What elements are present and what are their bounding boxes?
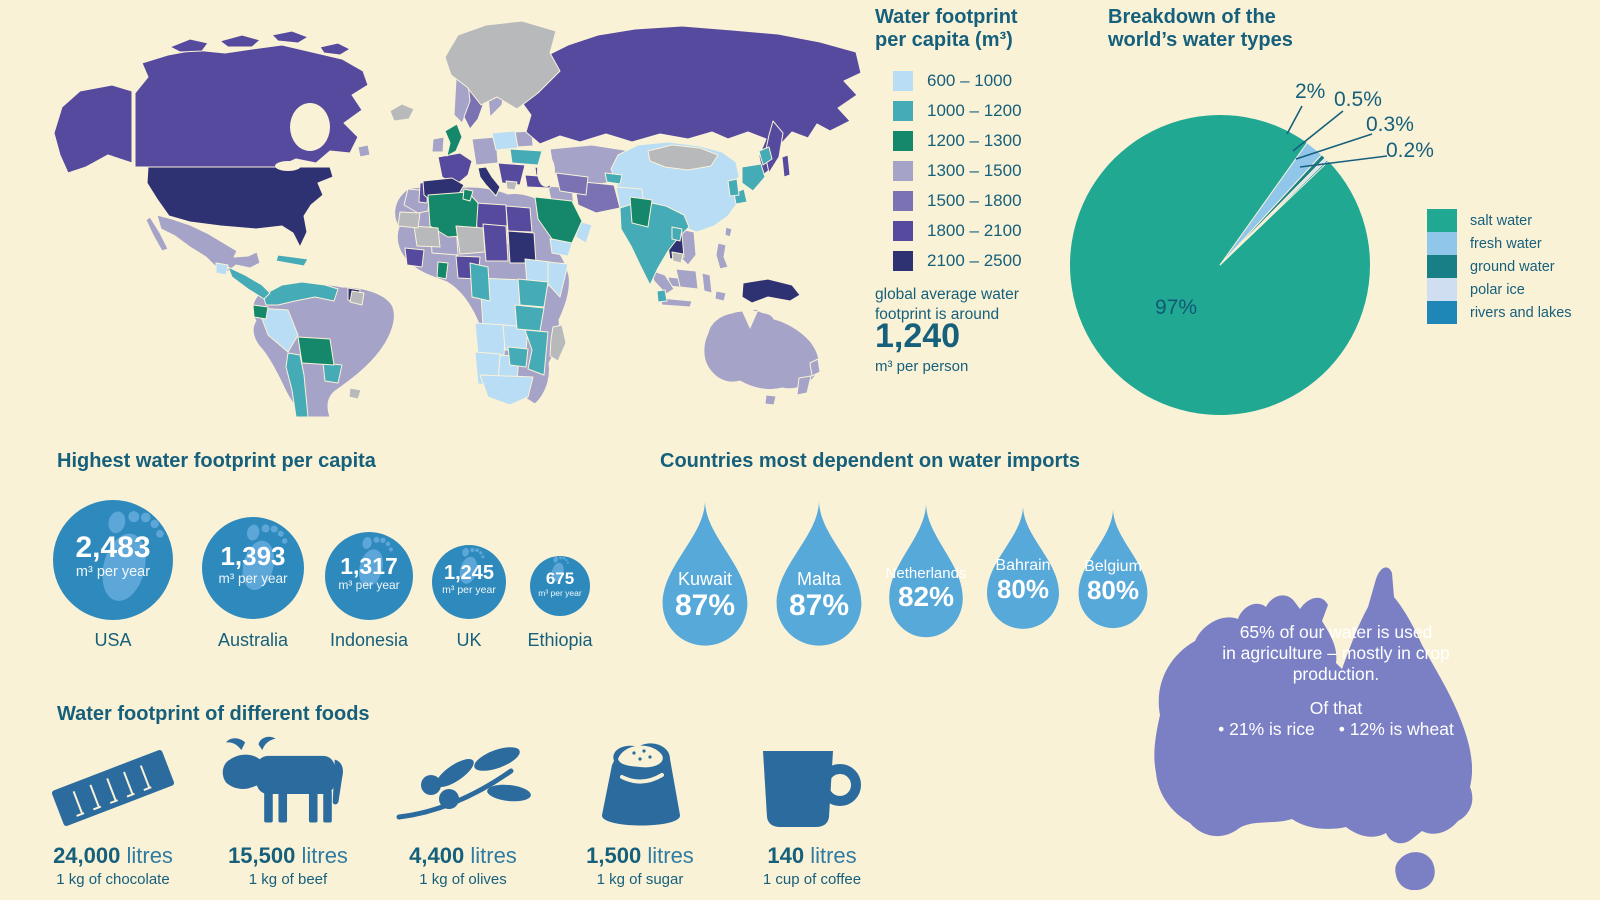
footprint-circle-ethiopia: 675 m³ per year — [524, 550, 596, 622]
chocolate-bar-icon — [23, 728, 203, 833]
footprint-circle-australia: 1,393 m³ per year — [196, 511, 310, 625]
legend-swatch — [1427, 255, 1457, 278]
footprint-circle-usa: 2,483 m³ per year — [47, 494, 179, 626]
water-drop-bahrain: Bahrain 80% — [978, 502, 1068, 636]
water-types-pie-chart — [1070, 105, 1388, 415]
water-drop-netherlands: Netherlands 82% — [880, 499, 972, 645]
imports-section-title: Countries most dependent on water import… — [660, 450, 1081, 472]
pie-callout-ground: 0.5% — [1334, 88, 1382, 111]
pie-callout-fresh: 2% — [1295, 80, 1326, 103]
australia-fact: 65% of our water is used in agriculture … — [1218, 622, 1454, 739]
pie-leader-lines — [1286, 105, 1388, 168]
pie-legend: salt water fresh water ground water pola… — [1427, 209, 1600, 324]
map-legend-title: Water footprint per capita (m³) — [875, 6, 1018, 51]
no-data-regions — [348, 20, 719, 400]
food-item-beef: 15,500 litres 1 kg of beef — [198, 728, 378, 888]
legend-swatch — [893, 191, 913, 211]
water-drop-kuwait: Kuwait 87% — [652, 496, 758, 654]
global-average-unit: m³ per person — [875, 358, 969, 375]
footprints-section-title: Highest water footprint per capita — [57, 450, 376, 472]
legend-swatch — [893, 101, 913, 121]
food-item-coffee: 140 litres 1 cup of coffee — [722, 728, 902, 888]
olive-branch-icon — [373, 728, 553, 833]
country-label-uk: UK — [456, 630, 482, 650]
pie-title: Breakdown of the world’s water types — [1108, 6, 1293, 51]
country-label-ethiopia: Ethiopia — [527, 630, 593, 650]
legend-swatch — [1427, 301, 1457, 324]
world-map-choropleth — [53, 20, 862, 418]
water-drop-malta: Malta 87% — [766, 496, 872, 654]
foods-section-title: Water footprint of different foods — [57, 703, 370, 725]
pie-callout-polar: 0.3% — [1366, 113, 1414, 136]
tasmania-shape — [1395, 852, 1435, 890]
country-label-australia: Australia — [217, 630, 289, 650]
legend-swatch — [893, 71, 913, 91]
map-legend: 600 – 1000 1000 – 1200 1200 – 1300 1300 … — [893, 71, 1093, 301]
legend-swatch — [893, 221, 913, 241]
food-item-olives: 4,400 litres 1 kg of olives — [373, 728, 553, 888]
pie-callout-rivers: 0.2% — [1386, 139, 1434, 162]
legend-swatch — [893, 161, 913, 181]
pie-salt-label: 97% — [1155, 296, 1198, 319]
global-average-value: 1,240 — [875, 317, 961, 355]
coffee-mug-icon — [722, 728, 902, 833]
legend-swatch — [1427, 278, 1457, 301]
food-item-sugar: 1,500 litres 1 kg of sugar — [550, 728, 730, 888]
country-label-usa: USA — [94, 630, 132, 650]
footprint-circle-uk: 1,245 m³ per year — [426, 539, 512, 625]
russia — [517, 25, 862, 178]
legend-swatch — [1427, 209, 1457, 232]
cow-icon — [198, 728, 378, 833]
legend-swatch — [893, 251, 913, 271]
legend-swatch — [1427, 232, 1457, 255]
footprint-circle-indonesia: 1,317 m³ per year — [319, 526, 419, 626]
country-label-indonesia: Indonesia — [329, 630, 409, 650]
food-item-chocolate: 24,000 litres 1 kg of chocolate — [23, 728, 203, 888]
water-drop-belgium: Belgium 80% — [1070, 505, 1156, 635]
australia-shape — [1154, 567, 1473, 890]
global-average-note: global average water footprint is around — [875, 286, 1019, 323]
sugar-bag-icon — [550, 728, 730, 833]
legend-swatch — [893, 131, 913, 151]
north-america — [53, 30, 369, 174]
